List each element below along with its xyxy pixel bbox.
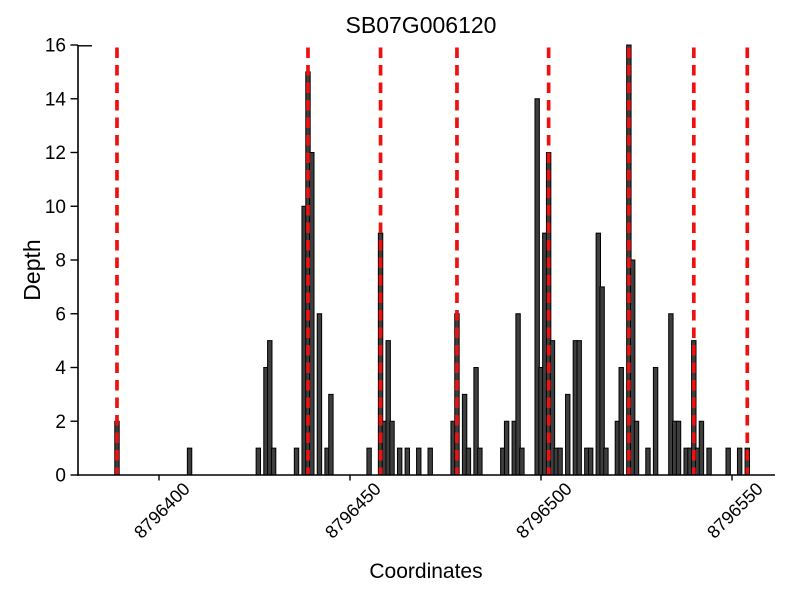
depth-bar [427,447,433,476]
depth-bar [725,447,731,476]
depth-bar [503,420,510,476]
depth-bar [396,447,403,476]
depth-bar [465,447,472,476]
depth-bar [186,447,193,476]
y-tick-label: 12 [45,143,66,164]
depth-bar [633,420,640,476]
y-tick-label: 8 [55,251,66,272]
depth-bar [618,367,624,476]
y-tick-label: 4 [55,358,66,379]
y-tick-label: 14 [45,89,67,110]
y-tick-label: 0 [55,466,66,487]
y-tick-label: 2 [55,412,66,433]
highlight-lines-group [115,47,750,474]
y-tick-label: 16 [45,36,66,57]
depth-bar [565,393,571,476]
y-axis-ticks: 0 2 4 6 8 10 12 14 16 [45,36,78,487]
y-tick-label: 6 [55,304,66,325]
x-axis-ticks: 8796400 8796450 8796500 8796550 [130,475,767,542]
depth-bar [698,420,705,476]
depth-bar [557,447,563,476]
depth-bar [316,313,323,476]
x-tick-label: 8796550 [703,479,767,543]
depth-bar [652,367,659,476]
depth-bar [416,447,422,476]
chart-title: SB07G006120 [346,12,497,38]
depth-bars-group [114,44,750,476]
depth-bar [587,447,594,476]
depth-bar [309,152,315,476]
depth-bar [645,447,651,476]
y-tick-label: 10 [45,197,66,218]
depth-bar [255,447,262,476]
x-tick-label: 8796500 [512,479,576,543]
depth-bar [603,447,609,476]
depth-bar [366,447,372,476]
depth-bar [328,393,334,476]
depth-bar [404,447,411,476]
depth-bar [736,447,743,476]
x-tick-label: 8796400 [130,479,194,543]
depth-bar [477,447,483,476]
x-tick-label: 8796450 [321,479,385,543]
depth-bar [519,447,525,476]
depth-bar [576,340,582,476]
depth-bar [293,447,300,476]
depth-bar [389,420,395,476]
x-axis-label: Coordinates [369,560,482,583]
depth-bar [114,420,120,476]
depth-bar [675,420,682,476]
y-axis-label: Depth [19,239,45,300]
depth-bar [599,286,605,476]
depth-bar [270,447,277,476]
depth-bar [706,447,712,476]
